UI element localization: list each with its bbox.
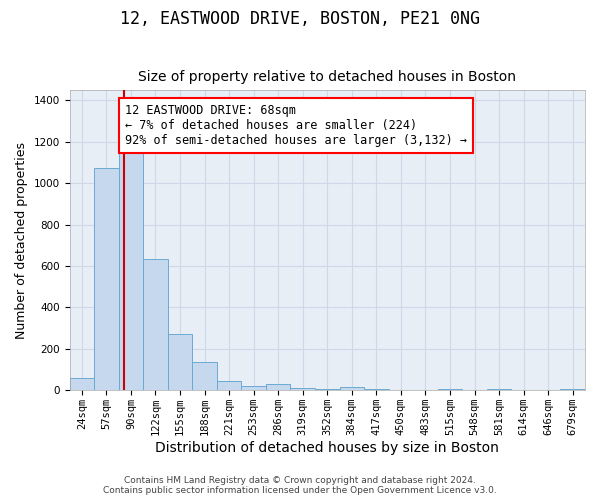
Title: Size of property relative to detached houses in Boston: Size of property relative to detached ho…: [138, 70, 516, 85]
Bar: [168, 334, 192, 390]
Bar: [94, 168, 119, 390]
Bar: [560, 388, 585, 390]
X-axis label: Distribution of detached houses by size in Boston: Distribution of detached houses by size …: [155, 441, 499, 455]
Bar: [119, 150, 143, 390]
Bar: [266, 384, 290, 390]
Bar: [143, 258, 168, 390]
Text: 12 EASTWOOD DRIVE: 68sqm
← 7% of detached houses are smaller (224)
92% of semi-d: 12 EASTWOOD DRIVE: 68sqm ← 7% of detache…: [125, 104, 467, 148]
Bar: [340, 387, 364, 390]
Bar: [241, 386, 266, 390]
Bar: [290, 388, 315, 390]
Text: 12, EASTWOOD DRIVE, BOSTON, PE21 0NG: 12, EASTWOOD DRIVE, BOSTON, PE21 0NG: [120, 10, 480, 28]
Bar: [192, 362, 217, 390]
Y-axis label: Number of detached properties: Number of detached properties: [15, 142, 28, 338]
Bar: [70, 378, 94, 390]
Bar: [217, 381, 241, 390]
Bar: [364, 388, 389, 390]
Bar: [315, 388, 340, 390]
Bar: [487, 388, 511, 390]
Bar: [438, 388, 462, 390]
Text: Contains HM Land Registry data © Crown copyright and database right 2024.
Contai: Contains HM Land Registry data © Crown c…: [103, 476, 497, 495]
